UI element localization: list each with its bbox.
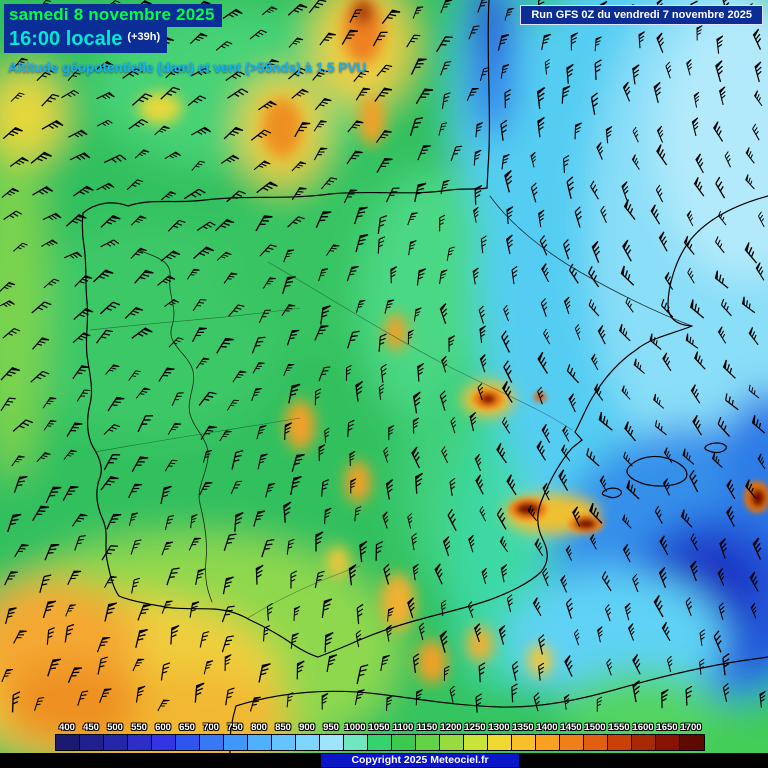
legend-value: 1550: [608, 722, 630, 733]
color-scale-legend: 400 450 500 550 600 650 700 750 800 850 900 950 1000…: [55, 722, 705, 751]
legend-value: 1300: [488, 722, 510, 733]
legend-color-cell: [512, 735, 536, 750]
legend-color-cell: [80, 735, 104, 750]
legend-color-cell: [392, 735, 416, 750]
legend-value: 1350: [512, 722, 534, 733]
legend-color-cell: [296, 735, 320, 750]
legend-value: 900: [299, 722, 315, 733]
legend-color-cell: [200, 735, 224, 750]
legend-value: 1450: [560, 722, 582, 733]
legend-color-cell: [440, 735, 464, 750]
legend-color-cell: [152, 735, 176, 750]
legend-color-cell: [176, 735, 200, 750]
legend-color-cell: [680, 735, 704, 750]
bottom-bar: Copyright 2025 Meteociel.fr: [0, 753, 768, 768]
legend-color-bar: [55, 734, 705, 751]
legend-value: 1100: [392, 722, 414, 733]
legend-value: 500: [107, 722, 123, 733]
map-header: samedi 8 novembre 2025 16:00 locale (+39h…: [4, 4, 366, 75]
legend-color-cell: [536, 735, 560, 750]
legend-value: 800: [251, 722, 267, 733]
legend-color-cell: [128, 735, 152, 750]
legend-color-cell: [272, 735, 296, 750]
copyright-label: Copyright 2025 Meteociel.fr: [321, 754, 519, 767]
legend-color-cell: [104, 735, 128, 750]
legend-value: 1200: [440, 722, 462, 733]
legend-color-cell: [488, 735, 512, 750]
legend-value: 1150: [416, 722, 438, 733]
legend-color-cell: [560, 735, 584, 750]
time-chip: 16:00 locale (+39h): [4, 27, 168, 53]
legend-value: 650: [179, 722, 195, 733]
legend-value: 700: [203, 722, 219, 733]
legend-value: 1650: [656, 722, 678, 733]
legend-color-cell: [632, 735, 656, 750]
legend-color-cell: [56, 735, 80, 750]
legend-color-cell: [656, 735, 680, 750]
legend-value: 550: [131, 722, 147, 733]
legend-color-cell: [608, 735, 632, 750]
forecast-date-label: samedi 8 novembre 2025: [9, 5, 215, 24]
legend-color-cell: [248, 735, 272, 750]
legend-value: 450: [83, 722, 99, 733]
legend-value: 400: [59, 722, 75, 733]
wind-barbs-layer: [0, 0, 766, 713]
legend-value: 1050: [368, 722, 390, 733]
legend-color-cell: [416, 735, 440, 750]
legend-value: 750: [227, 722, 243, 733]
legend-value: 850: [275, 722, 291, 733]
legend-value: 1250: [464, 722, 486, 733]
legend-color-cell: [344, 735, 368, 750]
legend-value: 1000: [344, 722, 366, 733]
legend-value: 1500: [584, 722, 606, 733]
model-run-info: Run GFS 0Z du vendredi 7 novembre 2025: [520, 5, 763, 25]
legend-value: 1700: [680, 722, 702, 733]
legend-color-cell: [368, 735, 392, 750]
legend-value: 600: [155, 722, 171, 733]
legend-color-cell: [584, 735, 608, 750]
legend-color-cell: [224, 735, 248, 750]
legend-value: 1600: [632, 722, 654, 733]
legend-color-cell: [320, 735, 344, 750]
legend-color-cell: [464, 735, 488, 750]
field-detail-layer: [138, 0, 600, 684]
borders-layer: [89, 195, 693, 619]
forecast-time-label: 16:00 locale: [9, 28, 123, 50]
legend-value: 1400: [536, 722, 558, 733]
date-chip: samedi 8 novembre 2025: [4, 4, 222, 27]
legend-values-row: 400 450 500 550 600 650 700 750 800 850 900 950 1000…: [55, 722, 705, 733]
map-parameter-title: Altitude géopotentielle (dam) et vent (>…: [8, 60, 367, 75]
forecast-offset-label: (+39h): [127, 31, 161, 43]
legend-value: 950: [323, 722, 339, 733]
